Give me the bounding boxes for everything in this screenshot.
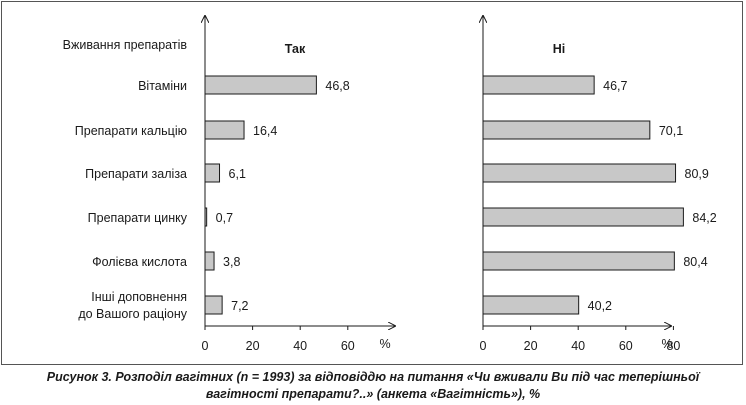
category-label: Препарати кальцію: [75, 124, 187, 138]
bar-value-label: 3,8: [223, 255, 240, 269]
x-tick-label: 40: [293, 339, 307, 353]
caption-line-1: Рисунок 3. Розподіл вагітних (n = 1993) …: [46, 370, 700, 384]
x-tick-label: 20: [246, 339, 260, 353]
x-unit-label: %: [661, 337, 672, 351]
category-label: Препарати цинку: [88, 211, 188, 225]
category-label: до Вашого раціону: [78, 307, 187, 321]
bar-value-label: 16,4: [253, 124, 277, 138]
bar-value-label: 80,9: [685, 167, 709, 181]
bar: [482, 163, 677, 183]
x-tick-label: 20: [524, 339, 538, 353]
x-tick-label: 0: [480, 339, 487, 353]
bar: [204, 75, 317, 95]
bar-value-label: 84,2: [692, 211, 716, 225]
panel-title: Ні: [553, 42, 566, 56]
category-label: Фолієва кислота: [92, 255, 187, 269]
bar: [204, 251, 215, 271]
bar-value-label: 0,7: [216, 211, 233, 225]
bar-value-label: 80,4: [683, 255, 707, 269]
bar-value-label: 46,7: [603, 79, 627, 93]
bar: [482, 207, 684, 227]
caption-line-2: вагітності препарати?..» (анкета «Вагітн…: [205, 387, 541, 401]
figure-caption: Рисунок 3. Розподіл вагітних (n = 1993) …: [0, 369, 746, 403]
bar-value-label: 70,1: [659, 124, 683, 138]
bar: [482, 120, 651, 140]
bar: [482, 295, 580, 315]
bar: [204, 120, 245, 140]
category-header: Вживання препаратів: [63, 38, 188, 52]
chart-canvas: Вживання препаратів Вітаміни Препарати кал…: [63, 2, 717, 353]
x-tick-label: 0: [202, 339, 209, 353]
bar-value-label: 6,1: [229, 167, 246, 181]
x-tick-label: 60: [619, 339, 633, 353]
category-label: Вітаміни: [138, 79, 187, 93]
bar: [204, 207, 208, 227]
bar-value-label: 46,8: [325, 79, 349, 93]
x-tick-label: 60: [341, 339, 355, 353]
bar: [482, 75, 595, 95]
category-label: Препарати заліза: [85, 167, 187, 181]
bar-value-label: 40,2: [588, 299, 612, 313]
x-tick-label: 40: [571, 339, 585, 353]
bar: [482, 251, 675, 271]
category-label: Інші доповнення: [91, 290, 187, 304]
panel-title: Так: [285, 42, 306, 56]
bar: [204, 295, 223, 315]
x-tick-label: 80: [666, 339, 680, 353]
x-unit-label: %: [379, 337, 390, 351]
bar-value-label: 7,2: [231, 299, 248, 313]
chart-frame: Вживання препаратів Вітаміни Препарати кал…: [1, 1, 743, 365]
bar: [204, 163, 221, 183]
